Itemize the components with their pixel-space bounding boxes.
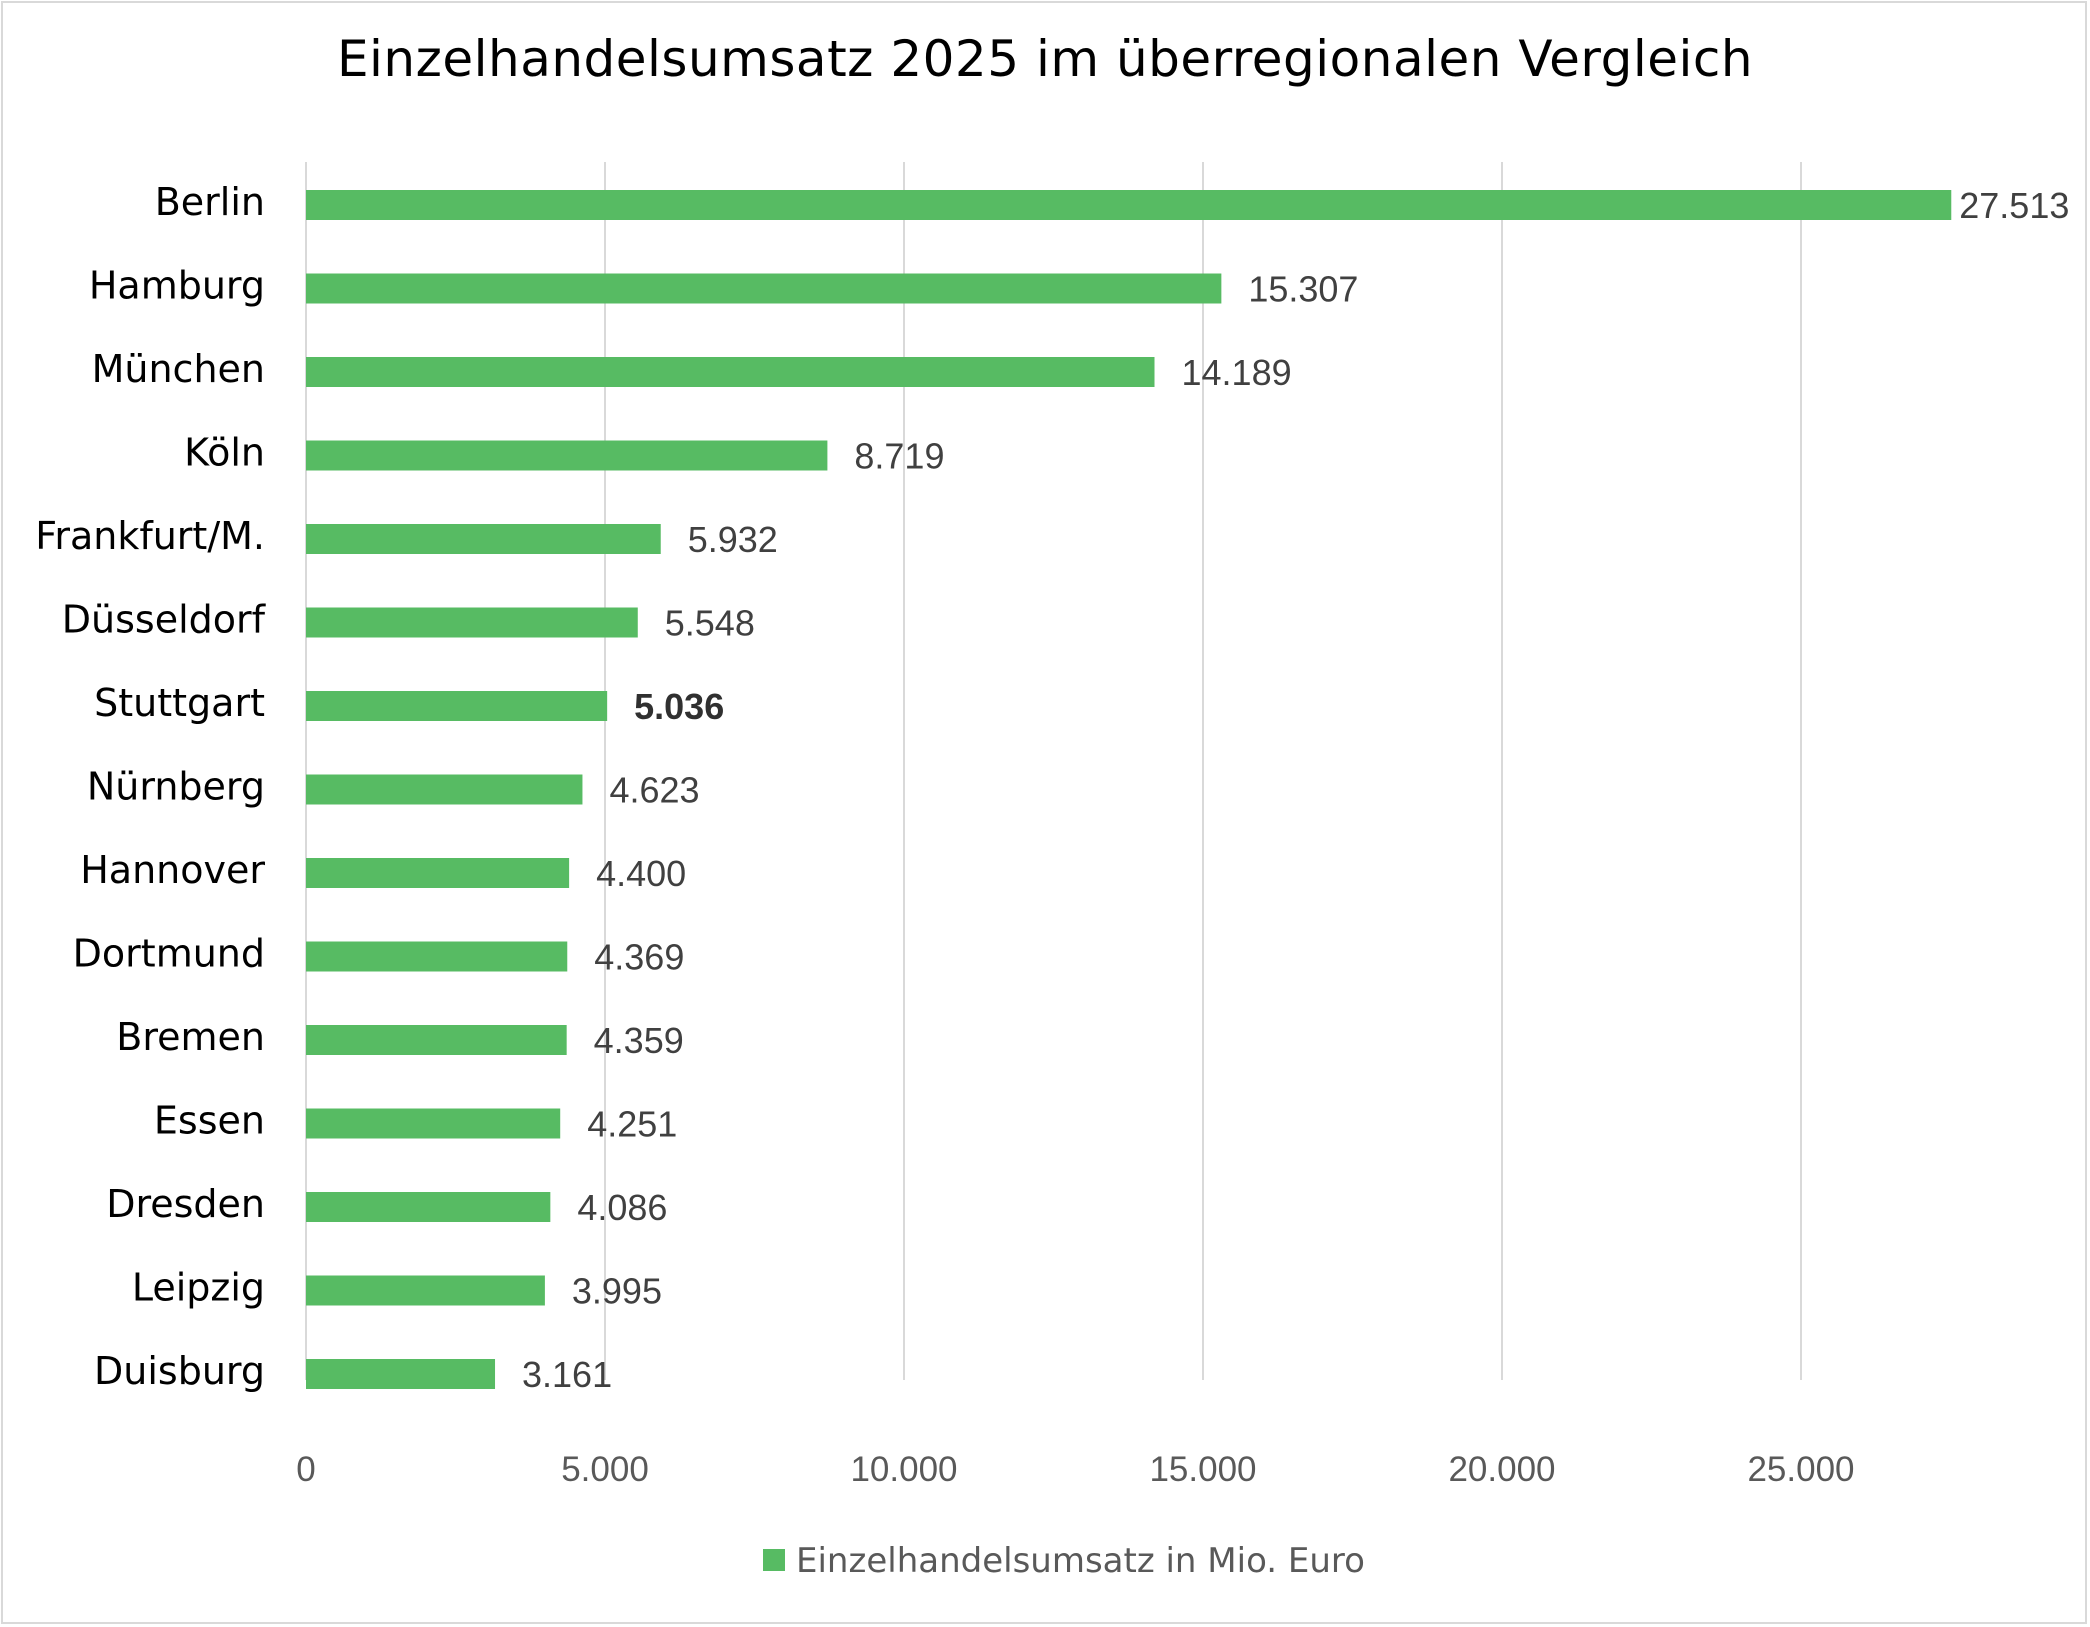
value-label-14: 3.161 [522,1354,612,1395]
value-label-4: 5.932 [688,519,778,560]
value-labels: 27.513 15.307 14.189 8.719 5.932 5.548 5.036 4.… [522,185,2069,1395]
category-labels: Berlin Hamburg München Köln Frankfurt/M. Düss… [35,180,266,1393]
x-tick-labels: 0 5.000 10.000 15.000 20.000 25.000 [296,1450,1854,1489]
value-label-1: 15.307 [1248,269,1358,310]
x-tick-label-5: 25.000 [1747,1450,1854,1489]
category-label-10: Bremen [116,1015,265,1059]
bars [306,190,1952,1389]
bar-0 [306,190,1952,220]
category-label-13: Leipzig [132,1266,265,1310]
legend-swatch [763,1549,785,1571]
bar-6 [306,691,608,721]
x-tick-label-2: 10.000 [850,1450,957,1489]
legend: Einzelhandelsumsatz in Mio. Euro [763,1541,1365,1581]
category-label-5: Düsseldorf [62,598,267,642]
bar-7 [306,774,583,805]
bar-4 [306,524,661,554]
x-tick-label-1: 5.000 [561,1450,649,1489]
value-label-12: 4.086 [577,1187,667,1228]
x-tick-label-3: 15.000 [1149,1450,1256,1489]
x-tick-label-0: 0 [296,1450,315,1489]
bar-10 [306,1025,567,1055]
bar-11 [306,1108,561,1139]
value-label-0: 27.513 [1959,185,2069,226]
value-label-10: 4.359 [594,1020,684,1061]
bar-5 [306,607,638,638]
value-label-13: 3.995 [572,1271,662,1312]
category-label-9: Dortmund [73,932,265,976]
value-label-3: 8.719 [854,436,944,477]
value-label-5: 5.548 [665,603,755,644]
category-label-11: Essen [154,1099,265,1143]
legend-label: Einzelhandelsumsatz in Mio. Euro [796,1541,1365,1581]
bar-3 [306,440,828,471]
value-label-6: 5.036 [634,686,724,727]
category-label-14: Duisburg [94,1349,265,1393]
value-label-7: 4.623 [609,770,699,811]
value-label-8: 4.400 [596,853,686,894]
bar-14 [306,1359,496,1389]
value-label-2: 14.189 [1182,352,1292,393]
category-label-1: Hamburg [89,264,265,308]
category-label-2: München [92,347,265,391]
bar-13 [306,1275,545,1306]
category-label-12: Dresden [106,1182,265,1226]
category-label-6: Stuttgart [94,681,265,725]
category-label-0: Berlin [155,180,265,224]
chart-title: Einzelhandelsumsatz 2025 im überregional… [336,30,1754,88]
bar-12 [306,1192,551,1222]
bar-2 [306,357,1155,387]
category-label-4: Frankfurt/M. [35,514,265,558]
category-label-3: Köln [184,431,265,475]
category-label-8: Hannover [80,848,265,892]
bar-1 [306,273,1222,304]
value-label-9: 4.369 [594,937,684,978]
value-label-11: 4.251 [587,1104,677,1145]
bar-9 [306,941,568,972]
bar-8 [306,858,570,888]
x-tick-label-4: 20.000 [1448,1450,1555,1489]
category-label-7: Nürnberg [87,765,265,809]
